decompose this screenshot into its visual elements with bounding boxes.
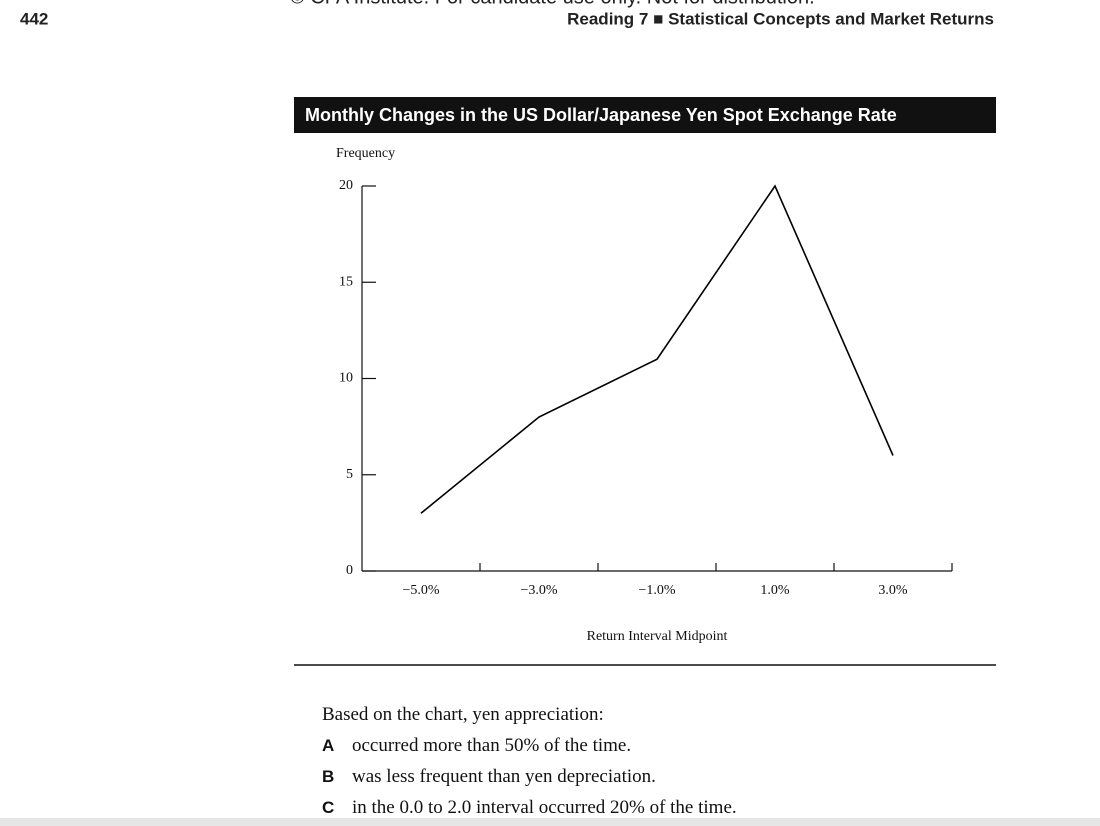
y-axis-label: Frequency bbox=[336, 146, 395, 161]
data-line bbox=[420, 184, 894, 514]
y-tick-label: 15 bbox=[339, 274, 353, 289]
option-letter: A bbox=[322, 736, 335, 755]
x-tick-label: −3.0% bbox=[520, 583, 557, 598]
x-tick-label: 1.0% bbox=[760, 583, 790, 598]
bottom-bar bbox=[0, 818, 1100, 826]
option-letter: C bbox=[322, 798, 335, 817]
chart-title: Monthly Changes in the US Dollar/Japanes… bbox=[305, 105, 897, 125]
question-stem: Based on the chart, yen appreciation: bbox=[322, 704, 604, 725]
y-tick-label: 10 bbox=[339, 371, 353, 386]
x-tick-label: 3.0% bbox=[878, 583, 908, 598]
option-text: was less frequent than yen depreciation. bbox=[352, 766, 656, 787]
option-letter: B bbox=[322, 767, 335, 786]
y-tick-label: 20 bbox=[339, 178, 353, 193]
running-head: Reading 7 ■ Statistical Concepts and Mar… bbox=[567, 9, 994, 28]
x-tick-label: −5.0% bbox=[402, 583, 439, 598]
y-tick-label: 0 bbox=[346, 563, 353, 578]
option-text: in the 0.0 to 2.0 interval occurred 20% … bbox=[352, 797, 737, 818]
notice: © CFA Institute. For candidate use only.… bbox=[290, 0, 815, 8]
title-bar bbox=[294, 97, 996, 133]
option-text: occurred more than 50% of the time. bbox=[352, 735, 632, 756]
y-tick-label: 5 bbox=[346, 467, 353, 482]
x-axis-label: Return Interval Midpoint bbox=[587, 629, 728, 644]
page-number: 442 bbox=[20, 9, 48, 28]
x-tick-label: −1.0% bbox=[638, 583, 675, 598]
